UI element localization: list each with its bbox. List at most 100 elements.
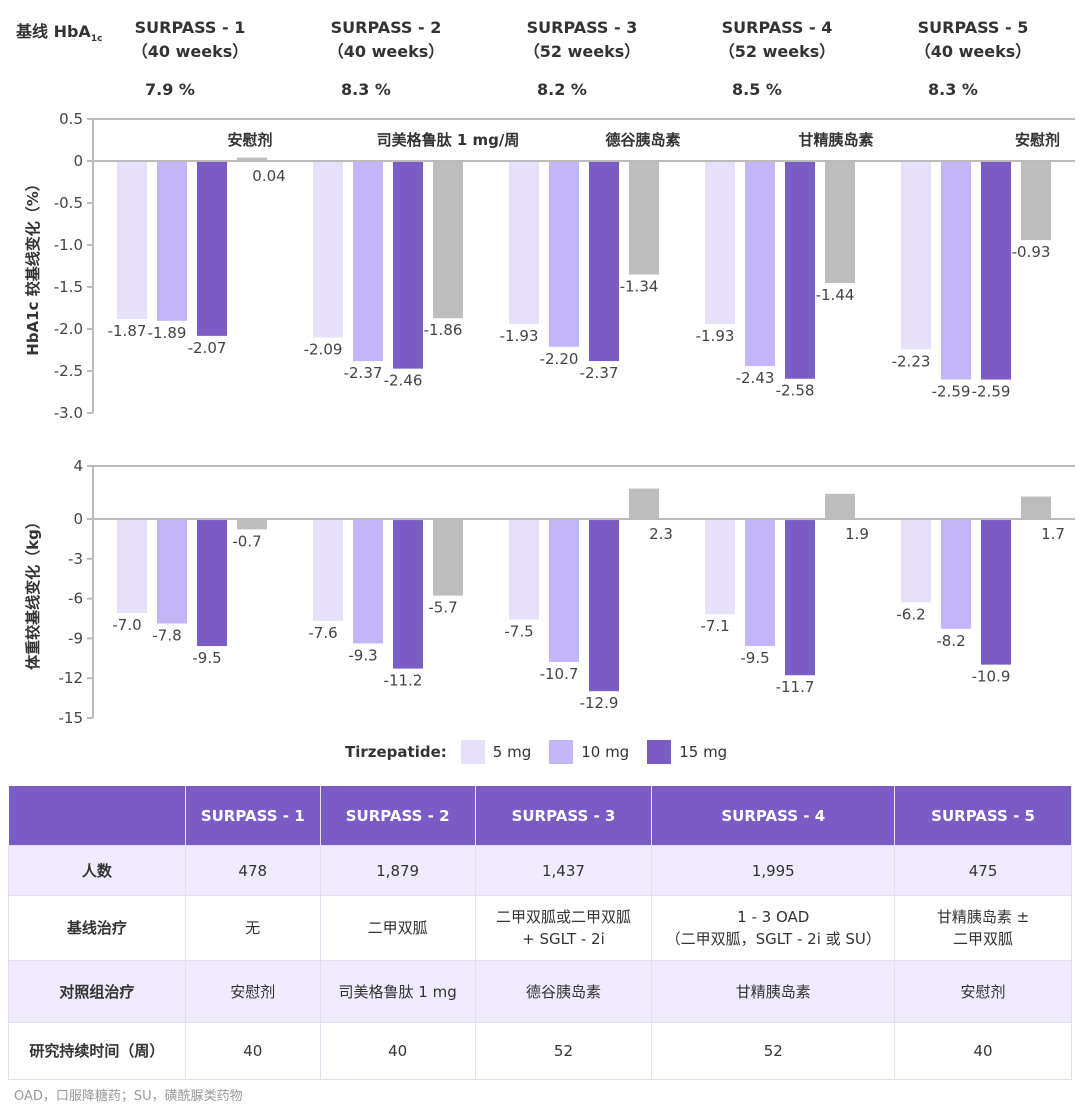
data-label: -2.43	[736, 369, 775, 387]
table-row: 研究持续时间（周） 40 40 52 52 40	[8, 1022, 1072, 1080]
table-cell: 40	[319, 1022, 476, 1080]
y-tick-label: -2.0	[54, 320, 83, 338]
table-cell: 52	[474, 1022, 653, 1080]
bar-5mg	[509, 162, 539, 325]
bar-5mg	[901, 162, 931, 350]
bar-10mg	[353, 162, 383, 362]
y-tick-label: -3.0	[54, 404, 83, 422]
bar-comparator	[1021, 496, 1051, 520]
trial-table: SURPASS - 1 SURPASS - 2 SURPASS - 3 SURPASS…	[8, 786, 1072, 1080]
bar-comparator	[237, 520, 267, 530]
data-label: -1.93	[696, 327, 735, 345]
data-label: -7.5	[504, 623, 533, 641]
legend-swatch-5mg	[460, 740, 485, 764]
data-label: -10.9	[972, 668, 1011, 686]
trial-name: SURPASS - 1	[134, 18, 246, 37]
table-cell: 安慰剂	[894, 960, 1072, 1023]
table-cell: 二甲双胍或二甲双胍 + SGLT - 2i	[474, 895, 653, 961]
bar-15mg	[589, 162, 619, 362]
table-cell: 1,437	[474, 845, 653, 896]
bar-15mg	[981, 520, 1011, 665]
table-row: 基线治疗无二甲双胍 二甲双胍或二甲双胍 + SGLT - 2i 1 - 3 OAD …	[8, 895, 1072, 961]
legend-label-10mg: 10 mg	[581, 743, 630, 761]
table-cell: 1,879	[319, 845, 476, 896]
y-axis-label: 体重较基线变化（kg）	[24, 514, 42, 670]
y-tick-label: 4	[73, 457, 83, 475]
bar-10mg	[549, 162, 579, 347]
trial-name: SURPASS - 5	[917, 18, 1029, 37]
bar-comparator	[1021, 162, 1051, 241]
data-label: -2.37	[344, 364, 383, 382]
table-cell: 1 - 3 OAD （二甲双胍，SGLT - 2i 或 SU）	[651, 895, 896, 961]
y-tick-label: -3	[68, 550, 83, 568]
trial-header: SURPASS - 2 （40 weeks）	[296, 16, 476, 64]
bar-15mg	[785, 520, 815, 676]
bar-5mg	[705, 520, 735, 615]
table-cell: 40	[894, 1022, 1072, 1080]
data-label: -6.2	[896, 605, 925, 623]
column-header: SURPASS - 5	[894, 786, 1072, 846]
bar-10mg	[745, 162, 775, 367]
y-tick-label: -12	[59, 669, 84, 687]
trial-name: SURPASS - 4	[721, 18, 833, 37]
trial-duration: （52 weeks）	[718, 42, 836, 61]
data-label: 0.04	[252, 167, 285, 185]
bar-5mg	[313, 520, 343, 621]
trial-duration: （40 weeks）	[914, 42, 1032, 61]
bar-15mg	[785, 162, 815, 379]
data-label: -2.09	[304, 341, 343, 359]
comparator-label: 安慰剂	[1015, 131, 1060, 149]
bar-5mg	[509, 520, 539, 620]
column-header: SURPASS - 3	[475, 786, 653, 846]
trial-header: SURPASS - 1 （40 weeks）	[100, 16, 280, 64]
legend-label-5mg: 5 mg	[492, 743, 532, 761]
comparator-label: 德谷胰岛素	[605, 131, 680, 149]
y-tick-label: -15	[59, 709, 84, 727]
data-label: -7.0	[112, 616, 141, 634]
bar-5mg	[705, 162, 735, 325]
data-label: -2.23	[892, 352, 931, 370]
data-label: -7.1	[700, 617, 729, 635]
data-label: -2.46	[384, 372, 423, 390]
data-label: -1.87	[108, 322, 147, 340]
y-tick-label: 0.5	[59, 110, 83, 128]
trial-header: SURPASS - 5 （40 weeks）	[883, 16, 1063, 64]
y-tick-label: -1.5	[54, 278, 83, 296]
data-label: -2.20	[540, 350, 579, 368]
y-tick-label: 0	[73, 152, 83, 170]
y-tick-label: -1.0	[54, 236, 83, 254]
data-label: -9.5	[740, 649, 769, 667]
column-header: SURPASS - 4	[651, 786, 896, 846]
row-header: 基线治疗	[8, 895, 186, 961]
bar-comparator	[237, 157, 267, 161]
table-cell: 德谷胰岛素	[474, 960, 653, 1023]
comparator-label: 甘精胰岛素	[798, 131, 873, 149]
column-header: SURPASS - 2	[320, 786, 476, 846]
bar-5mg	[117, 520, 147, 613]
table-cell: 1,995	[651, 845, 896, 896]
data-label: 1.7	[1041, 525, 1065, 543]
trial-duration: （52 weeks）	[523, 42, 641, 61]
data-label: -9.5	[192, 649, 221, 667]
row-header: 对照组治疗	[8, 960, 186, 1023]
bar-15mg	[981, 162, 1011, 380]
trial-name: SURPASS - 2	[330, 18, 442, 37]
trial-baseline-hba1c: 8.5 %	[732, 80, 782, 99]
bar-5mg	[117, 162, 147, 320]
trial-baseline-hba1c: 8.2 %	[537, 80, 587, 99]
hba1c-chart: 0.5 0 -0.5 -1.0 -1.5 -2.0 -2.5 -3.0 HbA1c 较基线变化（…	[24, 110, 1075, 422]
bar-10mg	[549, 520, 579, 662]
table-cell: 无	[184, 895, 321, 961]
table-cell: 40	[184, 1022, 321, 1080]
legend-title: Tirzepatide:	[345, 743, 447, 761]
bar-10mg	[941, 520, 971, 629]
table-cell: 二甲双胍	[319, 895, 476, 961]
trial-baseline-hba1c: 8.3 %	[341, 80, 391, 99]
y-tick-label: -9	[68, 629, 83, 647]
data-label: 2.3	[649, 525, 673, 543]
baseline-label-sub: 1c	[90, 34, 103, 45]
trial-duration: （40 weeks）	[327, 42, 445, 61]
data-label: -10.7	[540, 665, 579, 683]
y-tick-label: -6	[68, 590, 83, 608]
